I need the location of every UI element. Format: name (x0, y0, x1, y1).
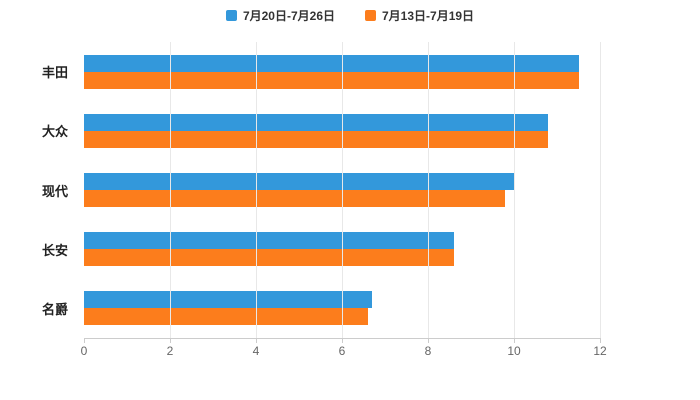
gridline (342, 42, 343, 338)
y-axis-label: 丰田 (41, 65, 68, 81)
plot-area (84, 42, 601, 343)
y-axis-label: 大众 (41, 124, 68, 140)
axis-tick (256, 338, 257, 343)
legend: 7月20日-7月26日 7月13日-7月19日 (0, 7, 700, 24)
y-axis-labels: 丰田大众现代长安名爵 (0, 42, 76, 338)
bar[interactable] (84, 308, 368, 326)
bar[interactable] (84, 54, 579, 72)
category-band (84, 42, 600, 101)
legend-marker-icon (365, 10, 376, 21)
bar[interactable] (84, 232, 454, 250)
bar[interactable] (84, 190, 506, 207)
bars-area (84, 42, 600, 338)
category-band (84, 160, 600, 219)
axis-tick (514, 338, 515, 343)
axis-tick (84, 338, 85, 343)
x-axis-label: 4 (252, 344, 260, 358)
category-band (84, 279, 600, 338)
x-axis-label: 12 (593, 344, 607, 358)
y-axis-label: 长安 (41, 242, 68, 258)
bar[interactable] (84, 130, 549, 148)
axis-tick (170, 338, 171, 343)
bar[interactable] (84, 291, 373, 309)
x-axis-label: 2 (166, 344, 174, 358)
gridline (514, 42, 515, 338)
y-axis-label: 现代 (41, 183, 68, 199)
legend-label: 7月20日-7月26日 (242, 9, 335, 23)
bar[interactable] (84, 173, 514, 190)
x-axis-label: 8 (424, 344, 432, 358)
legend-item[interactable]: 7月13日-7月19日 (365, 7, 474, 24)
x-axis-label: 0 (80, 344, 88, 358)
category-band (84, 101, 600, 160)
bar[interactable] (84, 71, 579, 89)
gridline (170, 42, 171, 338)
legend-label: 7月13日-7月19日 (382, 9, 475, 23)
gridline (256, 42, 257, 338)
gridline (600, 42, 601, 338)
axis-tick (600, 338, 601, 343)
bar[interactable] (84, 249, 454, 267)
x-axis-label: 10 (507, 344, 521, 358)
x-axis-labels: 0 2 4 6 8 10 12 (80, 344, 607, 362)
x-axis-label: 6 (338, 344, 346, 358)
legend-item[interactable]: 7月20日-7月26日 (225, 7, 335, 24)
y-axis-label: 名爵 (41, 301, 68, 317)
bar[interactable] (84, 113, 549, 131)
axis-tick (428, 338, 429, 343)
category-band (84, 220, 600, 279)
gridline (428, 42, 429, 338)
axis-tick (342, 338, 343, 343)
legend-marker-icon (225, 10, 237, 21)
